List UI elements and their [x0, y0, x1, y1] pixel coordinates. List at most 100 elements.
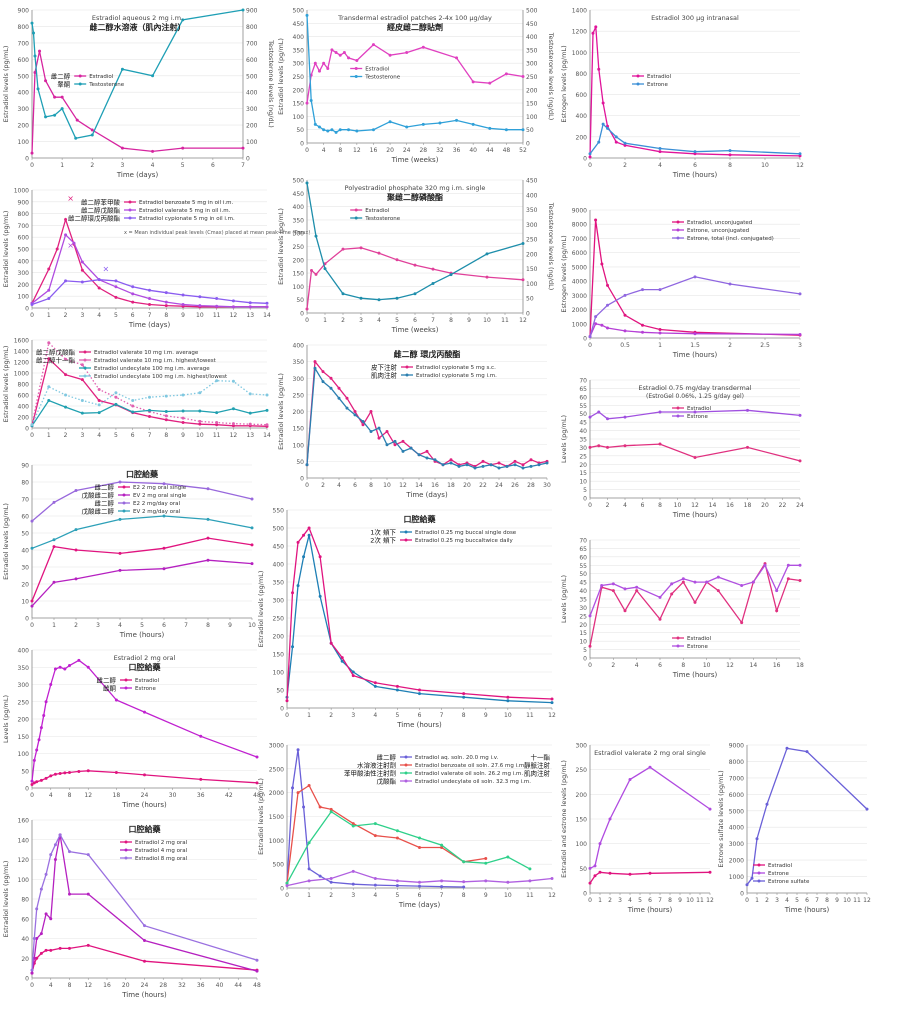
y-tick-label: 50: [296, 297, 304, 304]
y-tick-label: 2000: [269, 790, 284, 797]
data-point: [265, 408, 269, 412]
data-point: [763, 563, 767, 567]
data-point: [68, 664, 71, 668]
data-point: [162, 482, 166, 486]
data-point: [693, 410, 697, 414]
y-axis-label: Levels (pg/mL): [560, 415, 568, 463]
data-point: [648, 765, 652, 769]
x-tick-label: 36: [197, 982, 205, 989]
data-point: [462, 885, 466, 889]
y-tick-label: 150: [18, 734, 30, 741]
data-point: [231, 299, 235, 303]
data-point: [593, 874, 597, 878]
data-point: [248, 305, 252, 309]
x-tick-label: 18: [796, 662, 804, 669]
x-tick-label: 5: [396, 712, 400, 719]
y-axis-label: Estradiol levels (pg/mL): [2, 861, 10, 938]
data-point: [206, 487, 210, 491]
legend-label: Estradiol 2 mg oral: [135, 840, 188, 846]
x-tick-label: 3: [96, 622, 100, 629]
x-tick-label: 4: [322, 147, 326, 154]
x-tick-label: 16: [370, 147, 378, 154]
data-point: [550, 697, 554, 701]
x-axis-label: Time (days): [405, 491, 448, 499]
y-tick-label: 100: [273, 670, 285, 677]
chart-e2-intranasal: 0 200 400 600 800 1000 1200 1400 0 2 4 6 8 10 12 Time (…: [558, 0, 808, 180]
data-point: [342, 51, 346, 55]
y-tick-label: 0: [740, 891, 744, 898]
data-point: [611, 589, 615, 593]
y-tick-label: 0: [25, 306, 29, 313]
data-point: [305, 463, 309, 467]
data-point: [606, 283, 609, 287]
y-tick-label: 10: [21, 599, 29, 606]
y-tick-label: 60: [579, 554, 587, 561]
x-tick-label: 8: [206, 622, 210, 629]
data-point: [418, 692, 421, 696]
y-tick-label: 70: [21, 497, 29, 504]
x-tick-label: 24: [141, 792, 149, 799]
legend-label-zh: 雌二醇: [95, 499, 115, 508]
data-point: [164, 410, 168, 413]
chart-e2-buccal: 0 50 100 150 200 250 300 350 400 450 500 550 0 1 2 3 4 5 6…: [255, 500, 560, 730]
data-point: [68, 850, 71, 854]
data-point: [395, 829, 399, 833]
series-line-0: [31, 770, 258, 786]
legend-marker: [676, 644, 680, 648]
y-tick-label: 250: [293, 74, 305, 81]
chart-ev-oral-single: 0 50 100 150 200 250 300 0 1 2 3 4 5 6 7 8 9 10 11 12 Time (…: [558, 735, 718, 915]
data-point: [351, 674, 355, 678]
legend-label: Estrone: [687, 644, 708, 650]
data-point: [628, 778, 632, 782]
y2-tick-label: 0: [526, 141, 530, 148]
x-tick-label: 0: [745, 897, 749, 904]
x-tick-label: 6: [131, 312, 135, 319]
data-point: [395, 884, 399, 888]
x-tick-label: 10: [674, 502, 682, 509]
y-tick-label: 1500: [269, 814, 284, 821]
data-point: [431, 281, 435, 285]
data-point: [746, 445, 749, 449]
data-point: [296, 584, 300, 588]
series-line-0: [306, 43, 524, 104]
x-tick-label: 10: [703, 662, 711, 669]
data-point: [305, 13, 309, 17]
y2-axis-label: Testosterone levels (ng/dL): [547, 202, 555, 291]
x-tick-label: 6: [413, 317, 417, 324]
data-point: [52, 538, 56, 542]
x-tick-label: 8: [825, 897, 829, 904]
data-point: [55, 247, 59, 251]
x-tick-label: 3: [351, 712, 355, 719]
data-point: [521, 242, 525, 246]
data-point: [393, 439, 397, 443]
x-tick-label: 1: [52, 622, 56, 629]
data-point: [313, 61, 317, 65]
y-tick-label: 0: [25, 976, 29, 983]
y-tick-label: 60: [21, 916, 29, 923]
data-point: [601, 101, 605, 105]
data-point: [716, 589, 720, 593]
data-point: [488, 126, 492, 130]
y-tick-label: 30: [579, 605, 587, 612]
x-tick-label: 13: [246, 312, 254, 319]
y-tick-label: 200: [18, 282, 30, 289]
data-point: [143, 773, 146, 777]
data-point: [395, 296, 399, 300]
data-point: [148, 288, 151, 292]
legend-marker: [122, 501, 126, 505]
y-tick-label: 100: [18, 877, 30, 884]
chart-title: Estradiol valerate 2 mg oral single: [594, 749, 706, 757]
data-point: [307, 841, 311, 845]
data-point: [206, 517, 210, 521]
data-point: [594, 25, 598, 29]
x-tick-label: 1: [658, 342, 662, 349]
y-tick-label: 5000: [572, 264, 587, 271]
data-point: [355, 59, 359, 63]
data-point: [351, 882, 355, 886]
data-point: [481, 459, 485, 463]
x-tick-label: 24: [403, 147, 411, 154]
data-point: [60, 95, 64, 99]
x-tick-label: 4: [628, 897, 632, 904]
